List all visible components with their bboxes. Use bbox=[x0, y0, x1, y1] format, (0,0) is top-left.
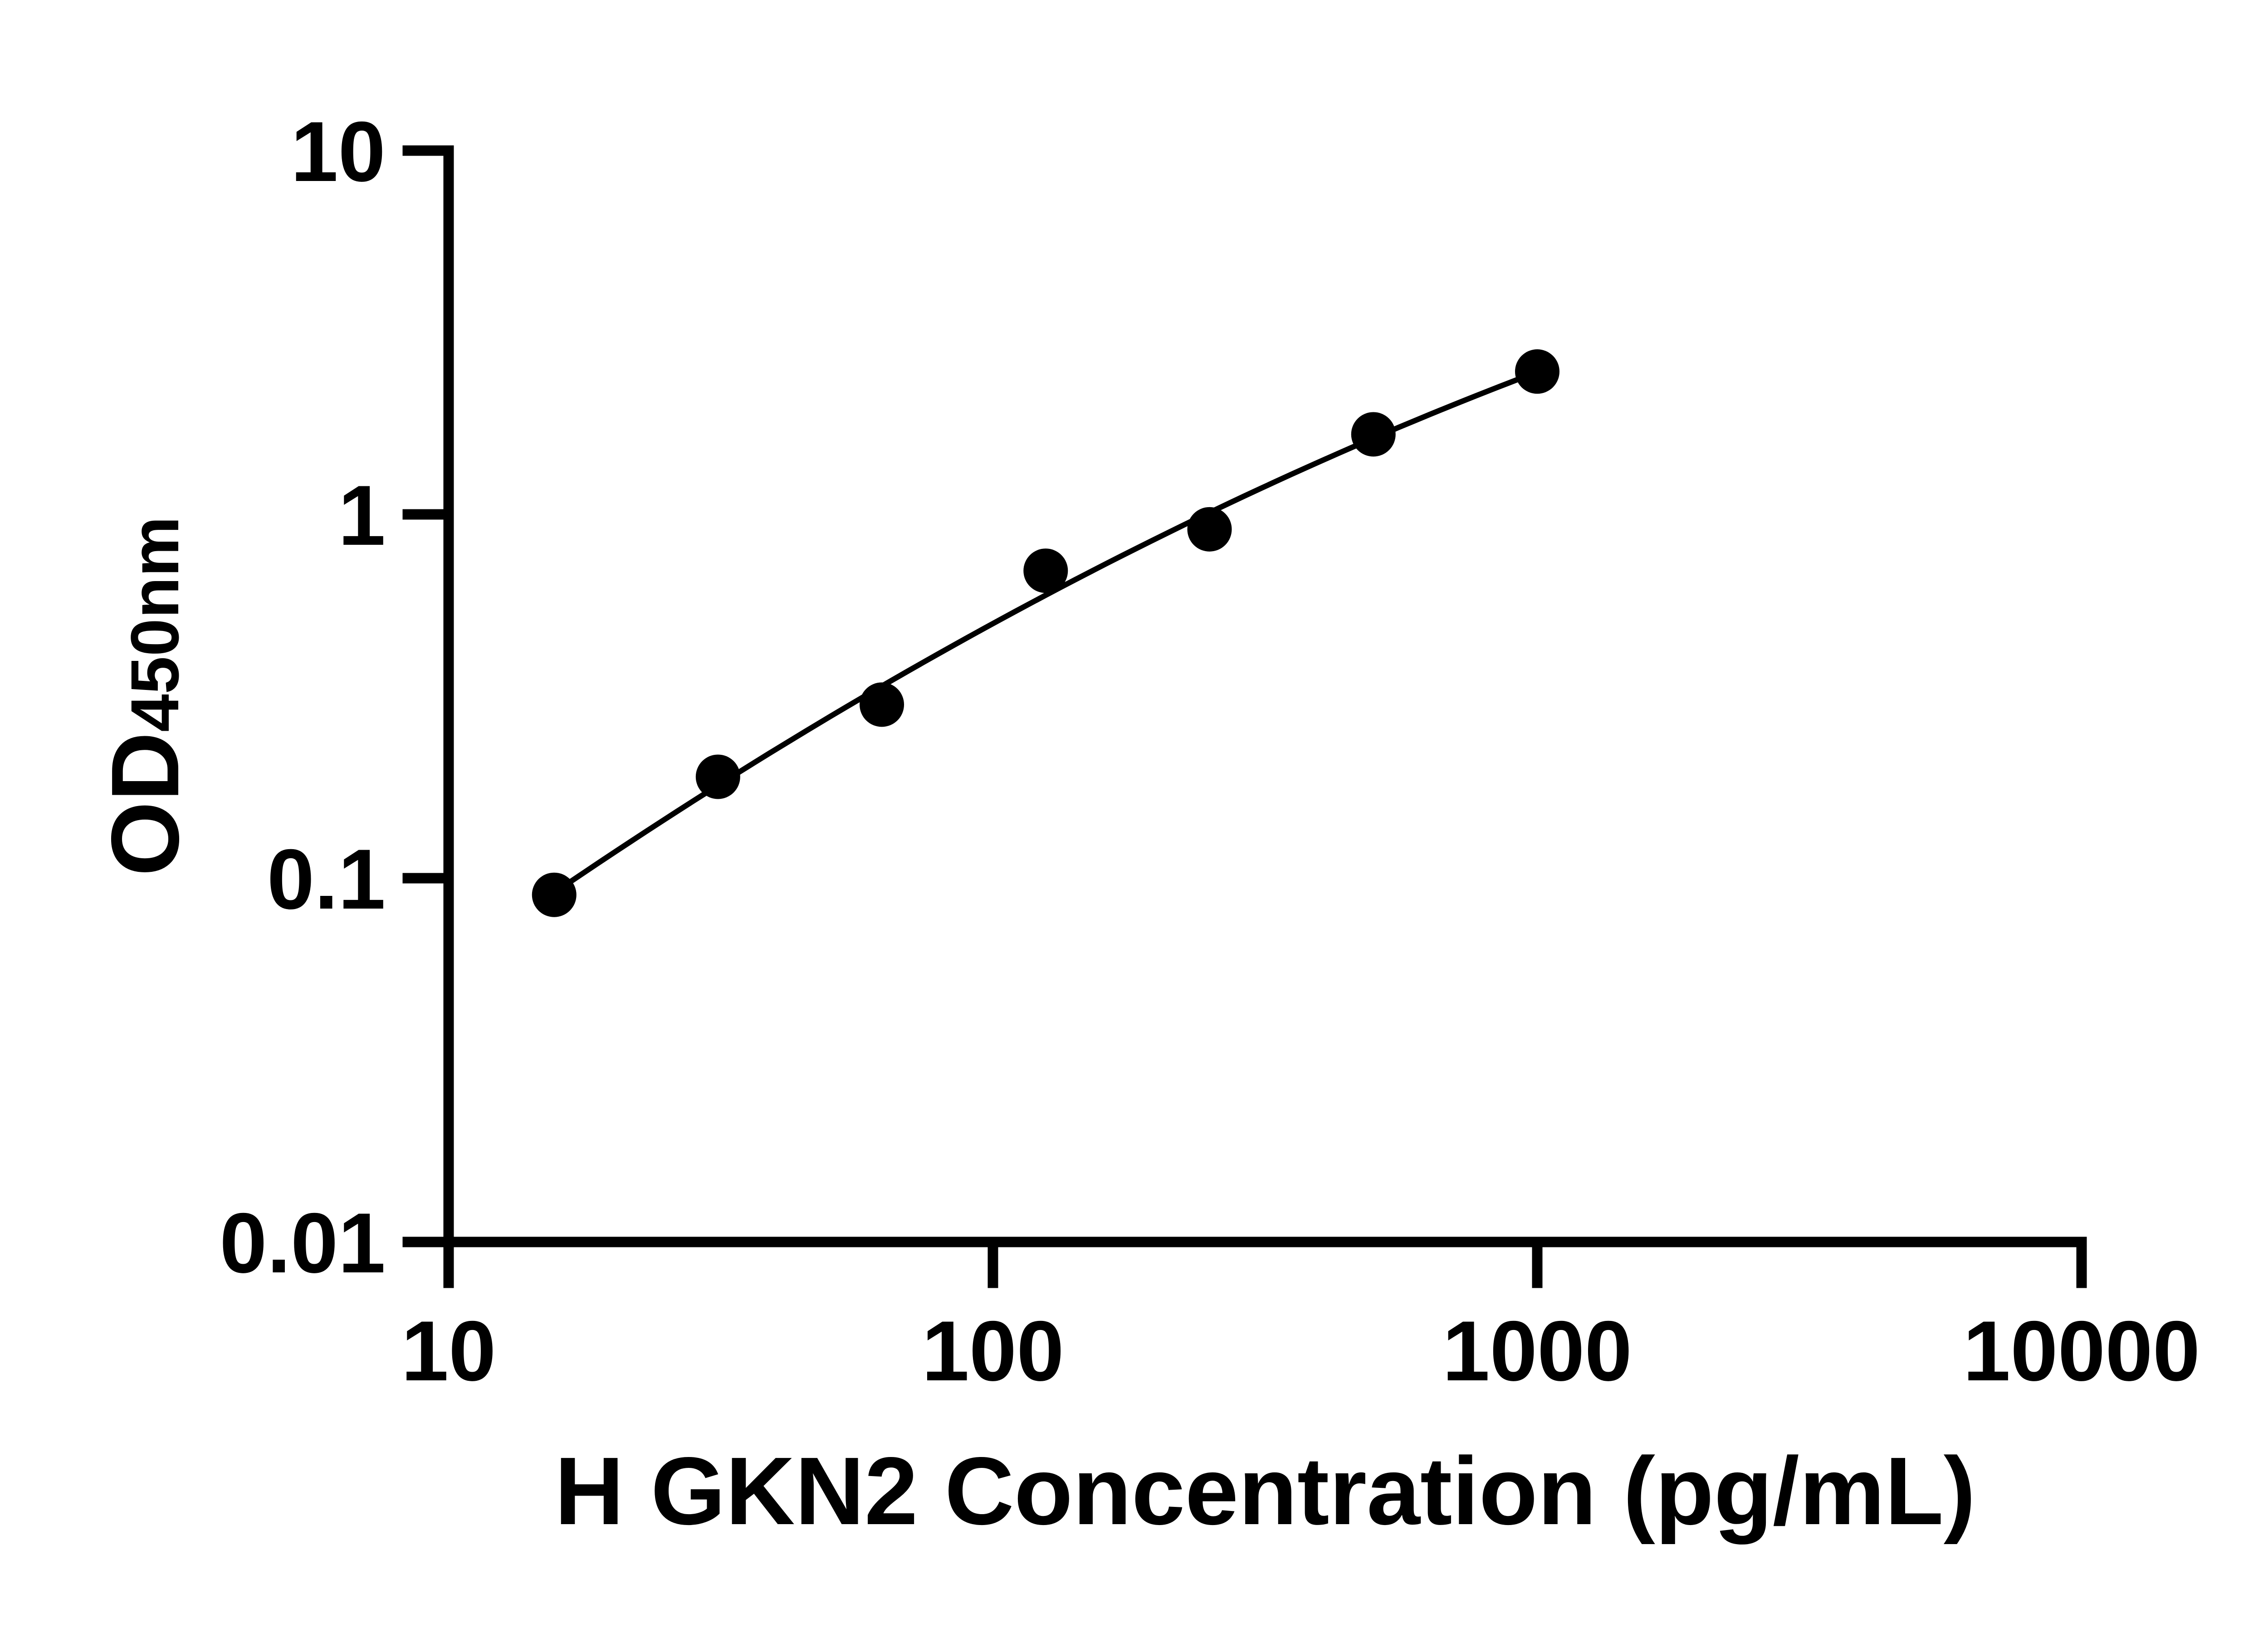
x-tick-label: 100 bbox=[922, 1303, 1064, 1398]
x-axis-tick-labels: 10 100 1000 10000 bbox=[401, 1303, 2200, 1398]
data-point bbox=[1515, 349, 1559, 394]
y-tick-label: 1 bbox=[338, 468, 386, 563]
y-axis-title: OD450nm bbox=[91, 516, 199, 876]
data-point bbox=[1023, 548, 1068, 593]
y-axis-ticks bbox=[402, 145, 449, 1247]
data-points bbox=[532, 349, 1559, 917]
y-axis-tick-labels: 10 1 0.1 0.01 bbox=[220, 104, 386, 1291]
data-point bbox=[695, 754, 740, 799]
y-tick-label: 10 bbox=[291, 104, 386, 199]
y-tick-label: 0.01 bbox=[220, 1195, 386, 1291]
x-tick-label: 10000 bbox=[1963, 1303, 2200, 1398]
y-tick-label: 0.1 bbox=[267, 831, 386, 927]
data-point bbox=[1187, 507, 1232, 552]
data-point bbox=[1351, 412, 1396, 457]
x-axis-ticks bbox=[443, 1242, 2087, 1288]
x-tick-label: 10 bbox=[401, 1303, 496, 1398]
x-tick-label: 1000 bbox=[1442, 1303, 1632, 1398]
y-axis-title-subscript: 450nm bbox=[117, 516, 193, 732]
data-point bbox=[532, 872, 577, 917]
y-axis-title-main: OD bbox=[91, 732, 199, 876]
x-axis-title: H GKN2 Concentration (pg/mL) bbox=[555, 1437, 1976, 1545]
data-point bbox=[860, 682, 904, 727]
fit-curve-line bbox=[551, 369, 1540, 896]
